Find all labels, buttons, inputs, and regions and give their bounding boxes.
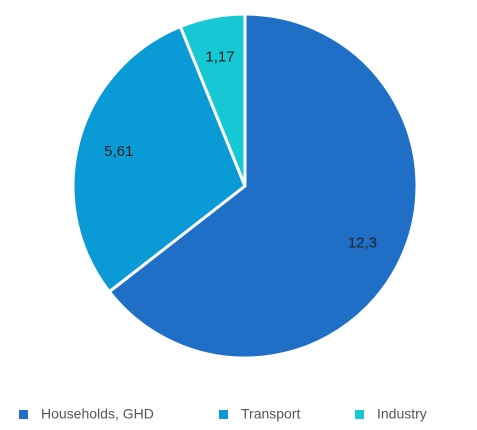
pie-slice — [71, 25, 247, 294]
legend-label: Industry — [377, 406, 427, 422]
legend-label: Households, GHD — [41, 406, 154, 422]
data-label: 5,61 — [104, 143, 133, 160]
legend-label: Transport — [241, 406, 301, 422]
legend-swatch — [19, 410, 28, 419]
legend-swatch — [355, 410, 364, 419]
data-label: 1,17 — [205, 49, 234, 66]
pie-slice — [178, 12, 247, 188]
pie-slice — [107, 12, 419, 360]
data-label: 12,3 — [348, 234, 377, 251]
legend-swatch — [219, 410, 228, 419]
